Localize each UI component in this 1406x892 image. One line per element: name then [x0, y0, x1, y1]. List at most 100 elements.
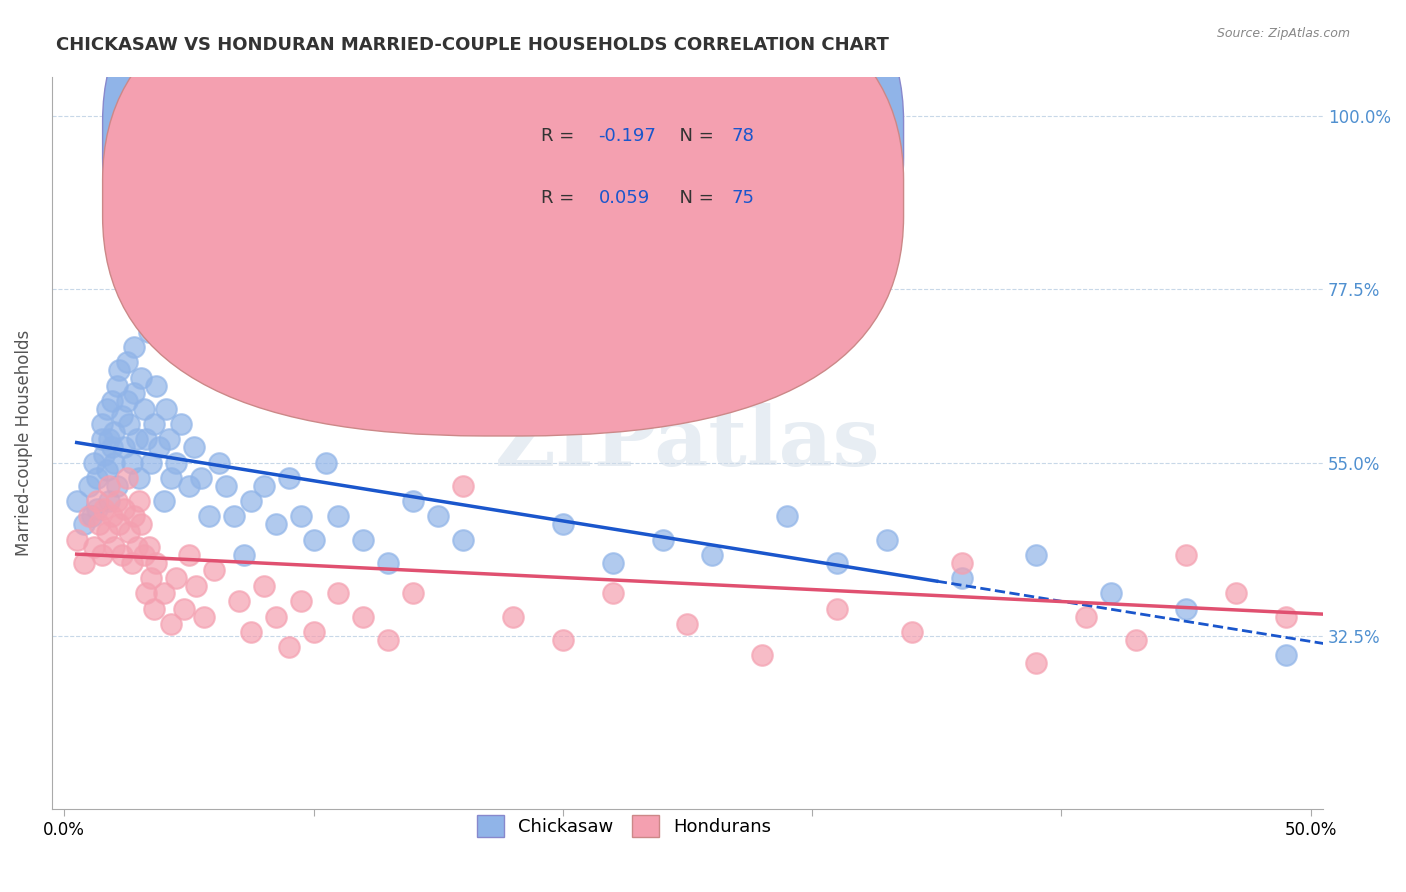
- Point: [141, 456, 163, 470]
- Point: [165, 571, 187, 585]
- Point: [264, 517, 287, 532]
- Point: [143, 417, 166, 431]
- FancyBboxPatch shape: [458, 121, 839, 238]
- Point: [377, 556, 399, 570]
- Point: [110, 409, 132, 424]
- Point: [128, 494, 150, 508]
- Point: [173, 602, 195, 616]
- Point: [98, 494, 121, 508]
- FancyBboxPatch shape: [103, 0, 904, 436]
- Point: [328, 586, 350, 600]
- Point: [112, 440, 135, 454]
- Point: [186, 579, 208, 593]
- Point: [110, 548, 132, 562]
- Point: [125, 541, 148, 555]
- Point: [122, 386, 145, 401]
- Point: [103, 425, 125, 439]
- Point: [66, 494, 89, 508]
- Point: [86, 494, 108, 508]
- Point: [1175, 548, 1198, 562]
- Point: [183, 440, 205, 454]
- Point: [352, 609, 374, 624]
- Point: [90, 417, 112, 431]
- Point: [90, 548, 112, 562]
- Point: [93, 501, 115, 516]
- Point: [302, 533, 325, 547]
- Point: [402, 586, 425, 600]
- Point: [115, 355, 138, 369]
- Point: [103, 541, 125, 555]
- Point: [122, 340, 145, 354]
- Point: [93, 448, 115, 462]
- Point: [121, 556, 143, 570]
- Point: [776, 509, 799, 524]
- Point: [77, 478, 100, 492]
- Point: [315, 456, 337, 470]
- Point: [1076, 609, 1098, 624]
- Point: [132, 548, 155, 562]
- Point: [825, 556, 848, 570]
- Text: 78: 78: [733, 127, 755, 145]
- FancyBboxPatch shape: [103, 0, 904, 377]
- Point: [302, 625, 325, 640]
- Point: [264, 609, 287, 624]
- Point: [402, 494, 425, 508]
- Point: [198, 509, 221, 524]
- Point: [96, 401, 118, 416]
- Point: [215, 278, 238, 293]
- Point: [155, 401, 177, 416]
- Point: [86, 501, 108, 516]
- Point: [825, 602, 848, 616]
- Point: [105, 378, 128, 392]
- Point: [290, 509, 312, 524]
- Point: [153, 494, 176, 508]
- Point: [115, 393, 138, 408]
- Point: [1274, 609, 1296, 624]
- Point: [141, 571, 163, 585]
- Point: [145, 556, 167, 570]
- Point: [1025, 548, 1047, 562]
- Point: [193, 609, 215, 624]
- Point: [551, 517, 574, 532]
- Point: [86, 471, 108, 485]
- Point: [138, 541, 160, 555]
- Text: CHICKASAW VS HONDURAN MARRIED-COUPLE HOUSEHOLDS CORRELATION CHART: CHICKASAW VS HONDURAN MARRIED-COUPLE HOU…: [56, 36, 889, 54]
- Point: [83, 541, 105, 555]
- Point: [215, 478, 238, 492]
- Point: [125, 433, 148, 447]
- Point: [1324, 632, 1347, 647]
- Text: 75: 75: [733, 189, 755, 207]
- Point: [121, 456, 143, 470]
- Point: [108, 517, 131, 532]
- Text: 0.059: 0.059: [599, 189, 650, 207]
- Point: [132, 401, 155, 416]
- Point: [170, 417, 193, 431]
- Point: [131, 371, 153, 385]
- Point: [290, 594, 312, 608]
- Text: -0.197: -0.197: [599, 127, 657, 145]
- Point: [100, 509, 122, 524]
- Point: [103, 456, 125, 470]
- Point: [1099, 586, 1122, 600]
- Point: [135, 433, 157, 447]
- Point: [602, 556, 624, 570]
- Text: N =: N =: [668, 127, 720, 145]
- Point: [118, 524, 141, 539]
- Point: [1274, 648, 1296, 662]
- Point: [702, 548, 724, 562]
- Point: [112, 501, 135, 516]
- Point: [950, 556, 973, 570]
- Point: [83, 456, 105, 470]
- Point: [96, 524, 118, 539]
- Point: [277, 640, 299, 655]
- Point: [105, 478, 128, 492]
- Point: [502, 609, 524, 624]
- Point: [118, 417, 141, 431]
- Point: [100, 393, 122, 408]
- Point: [451, 478, 474, 492]
- Point: [77, 509, 100, 524]
- Point: [277, 471, 299, 485]
- Text: R =: R =: [541, 127, 581, 145]
- Point: [108, 363, 131, 377]
- Point: [138, 325, 160, 339]
